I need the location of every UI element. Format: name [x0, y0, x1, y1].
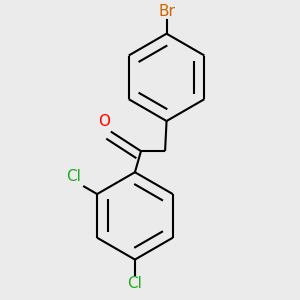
Text: Cl: Cl [66, 169, 81, 184]
Text: Cl: Cl [128, 276, 142, 291]
Text: O: O [98, 113, 110, 128]
Text: Br: Br [158, 4, 175, 19]
